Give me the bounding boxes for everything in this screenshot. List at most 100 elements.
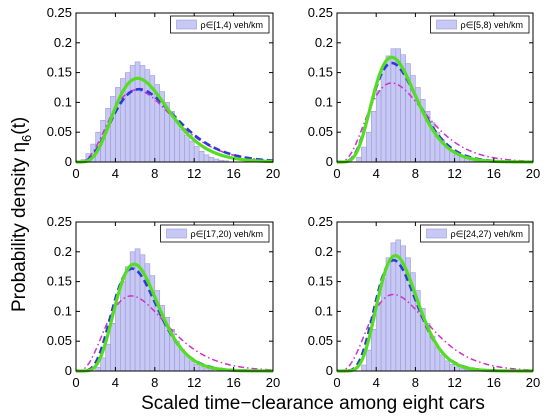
histogram-bar [124, 266, 131, 372]
x-tick-label: 4 [373, 375, 380, 390]
legend-swatch [426, 228, 447, 239]
histogram-bar [110, 323, 116, 372]
histogram-bar [375, 90, 382, 163]
legend-box [420, 224, 530, 243]
magenta-fit-curve [336, 82, 534, 163]
y-tick-label: 0.1 [54, 303, 72, 318]
histogram-bar [390, 48, 397, 163]
y-tick-label: 0.15 [308, 274, 333, 289]
x-tick-label: 20 [526, 166, 540, 181]
histogram-bar [375, 302, 382, 372]
y-tick-label: 0.05 [308, 124, 333, 139]
histogram-bar [380, 69, 387, 163]
x-tick-label: 8 [412, 375, 419, 390]
histogram-bar [366, 131, 372, 163]
x-tick-label: 8 [151, 166, 158, 181]
x-tick-label: 0 [333, 375, 340, 390]
histogram-bar [193, 364, 200, 372]
x-tick-label: 4 [112, 166, 119, 181]
x-tick-label: 12 [187, 166, 201, 181]
legend-label: ρ∈[24,27) veh/km [451, 229, 524, 239]
legend-swatch [166, 228, 187, 239]
histogram-bar [198, 150, 205, 163]
x-tick-label: 16 [487, 166, 501, 181]
histogram-bar [95, 367, 101, 372]
x-tick-label: 8 [151, 375, 158, 390]
y-tick-label: 0.1 [315, 303, 333, 318]
x-tick-label: 20 [266, 166, 280, 181]
panel-4: 0 4 8 12 16 20 0 0.05 0.1 0.15 0.2 0.25 ρ∈[24,27) ve… [308, 214, 541, 390]
x-tick-label: 16 [226, 375, 240, 390]
x-tick-label: 20 [526, 375, 540, 390]
y-tick-label: 0.2 [54, 35, 72, 50]
y-tick-label: 0.2 [315, 244, 333, 259]
histogram-bar [100, 357, 106, 372]
legend: ρ∈[5,8) veh/km [430, 15, 530, 34]
y-tick-label: 0.05 [47, 124, 72, 139]
x-tick-label: 4 [112, 375, 119, 390]
axes-frame [75, 221, 274, 372]
y-tick-label: 0 [326, 154, 333, 169]
histogram-bar [370, 328, 377, 372]
x-tick-label: 16 [226, 166, 240, 181]
y-tick-label: 0.2 [315, 35, 333, 50]
histogram-bar [454, 366, 460, 372]
legend-swatch [176, 19, 197, 30]
histogram-bar [449, 364, 455, 372]
y-tick-label: 0.25 [47, 5, 72, 20]
y-tick-label: 0.15 [47, 65, 72, 80]
x-tick-label: 0 [72, 375, 79, 390]
green-fit-curve [74, 76, 275, 164]
x-tick-label: 0 [72, 166, 79, 181]
histogram-bar [188, 140, 195, 163]
histogram-bar [174, 119, 180, 163]
histogram-bar [439, 354, 446, 372]
histogram-bar [188, 360, 195, 372]
y-tick-label: 0.15 [47, 274, 72, 289]
histogram-bar [179, 128, 185, 163]
histogram-bar [361, 364, 367, 372]
legend: ρ∈[24,27) veh/km [420, 224, 530, 243]
histogram-bar [356, 156, 362, 163]
histogram-bar [105, 343, 111, 372]
histogram-bar [115, 302, 121, 372]
x-axis-label: Scaled time−clearance among eight cars [141, 393, 485, 414]
histogram-bar [370, 111, 377, 163]
y-tick-label: 0.15 [308, 65, 333, 80]
y-tick-label: 0.25 [308, 5, 333, 20]
axes-frame [336, 221, 534, 372]
legend-label: ρ∈[17,20) veh/km [191, 229, 264, 239]
y-tick-label: 0.2 [54, 244, 72, 259]
y-tick-label: 0.05 [47, 333, 72, 348]
histogram-bar [380, 278, 387, 372]
y-tick-label: 0.1 [54, 94, 72, 109]
legend: ρ∈[17,20) veh/km [160, 224, 270, 243]
histogram-bar [366, 349, 372, 372]
histogram-bar [193, 146, 200, 163]
y-tick-label: 0.25 [308, 214, 333, 229]
legend-label: ρ∈[1,4) veh/km [201, 20, 263, 30]
x-tick-label: 20 [266, 375, 280, 390]
y-tick-label: 0 [65, 363, 72, 378]
histogram-bar [198, 366, 205, 372]
y-tick-label: 0.1 [315, 94, 333, 109]
histogram-bar [120, 281, 126, 372]
histogram-bar [385, 55, 392, 163]
legend-label: ρ∈[5,8) veh/km [461, 20, 523, 30]
legend: ρ∈[1,4) veh/km [170, 15, 270, 34]
x-tick-label: 12 [187, 375, 201, 390]
y-tick-label: 0.05 [308, 333, 333, 348]
histogram-bar [361, 146, 367, 163]
x-tick-label: 12 [447, 375, 461, 390]
y-tick-label: 0 [326, 363, 333, 378]
panel-3: 0 4 8 12 16 20 0 0.05 0.1 0.15 0.2 0.25 ρ∈[17,20) ve… [47, 214, 281, 390]
x-tick-label: 0 [333, 166, 340, 181]
magenta-fit-curve [336, 293, 534, 372]
x-tick-label: 12 [447, 166, 461, 181]
y-tick-label: 0 [65, 154, 72, 169]
legend-swatch [436, 19, 457, 30]
histogram-bar [385, 257, 392, 372]
axes-frame [75, 12, 274, 163]
y-axis-label: Probability density η6(t) [9, 117, 34, 312]
